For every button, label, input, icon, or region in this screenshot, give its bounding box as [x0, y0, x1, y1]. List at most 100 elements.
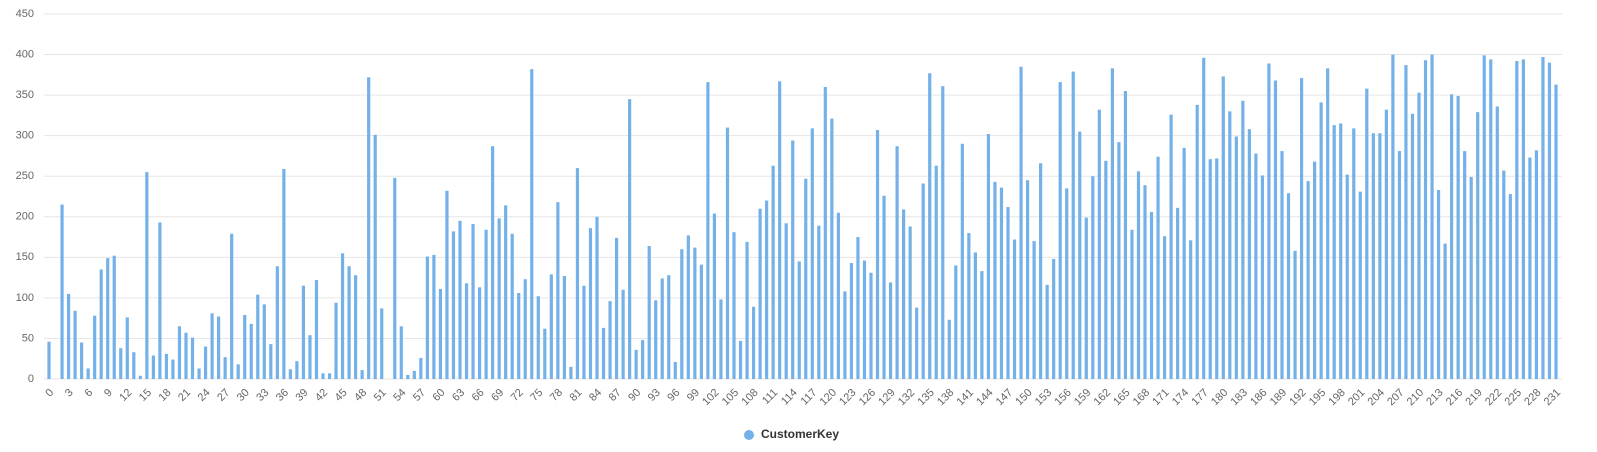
- x-tick-label: 225: [1503, 387, 1524, 408]
- bar: [425, 256, 429, 379]
- bar: [1176, 207, 1180, 379]
- bar: [1450, 94, 1454, 380]
- x-tick-label: 12: [117, 387, 134, 404]
- x-tick-label: 129: [876, 387, 897, 408]
- bar: [758, 208, 762, 379]
- bar: [243, 314, 247, 379]
- bar: [530, 69, 534, 380]
- bar: [367, 77, 371, 380]
- x-tick-label: 57: [411, 387, 428, 404]
- x-tick-label: 231: [1542, 387, 1563, 408]
- bar: [915, 307, 919, 379]
- bar: [706, 82, 710, 379]
- bar: [712, 213, 717, 379]
- x-tick-label: 144: [974, 387, 995, 408]
- bar: [999, 187, 1004, 379]
- bar: [269, 344, 273, 379]
- bar: [288, 369, 292, 379]
- x-tick-label: 51: [372, 387, 389, 404]
- bar: [412, 370, 416, 379]
- x-tick-label: 99: [685, 387, 702, 404]
- x-tick-label: 195: [1307, 387, 1328, 408]
- bar: [817, 225, 821, 379]
- bar: [641, 340, 645, 379]
- bar: [1313, 161, 1317, 379]
- bar: [334, 302, 338, 379]
- bar: [928, 73, 932, 379]
- bar: [1489, 59, 1493, 380]
- bar: [497, 218, 501, 379]
- bar: [301, 285, 306, 379]
- bar: [954, 265, 958, 379]
- bar: [399, 326, 403, 379]
- y-tick-label: 150: [16, 251, 34, 263]
- bar: [491, 146, 495, 379]
- bar: [314, 280, 319, 379]
- bar: [1404, 65, 1408, 379]
- bar: [921, 183, 925, 379]
- x-tick-label: 189: [1268, 387, 1289, 408]
- bar: [1371, 133, 1375, 379]
- x-tick-label: 3: [63, 387, 76, 400]
- y-tick-label: 50: [22, 332, 34, 344]
- y-tick-label: 100: [16, 292, 34, 304]
- bar: [543, 328, 547, 379]
- bar: [1221, 76, 1225, 379]
- bar: [1247, 129, 1251, 379]
- x-tick-label: 201: [1346, 387, 1367, 408]
- x-tick-label: 42: [313, 387, 330, 404]
- y-tick-label: 450: [16, 8, 34, 20]
- bar: [595, 216, 599, 379]
- bar: [158, 222, 162, 379]
- bar: [262, 304, 266, 379]
- x-tick-label: 69: [489, 387, 506, 404]
- bar: [360, 370, 364, 379]
- bar: [778, 81, 782, 380]
- x-tick-label: 150: [1013, 387, 1034, 408]
- bar: [1508, 194, 1512, 379]
- x-tick-label: 192: [1287, 387, 1308, 408]
- bar: [93, 315, 97, 379]
- bar: [295, 361, 299, 379]
- bar: [1293, 250, 1297, 379]
- bar: [1547, 62, 1552, 380]
- bar: [1254, 153, 1258, 379]
- bar: [1215, 158, 1219, 379]
- x-tick-label: 135: [915, 387, 936, 408]
- bar: [1554, 84, 1558, 380]
- x-tick-label: 156: [1052, 387, 1073, 408]
- bar: [614, 237, 619, 379]
- bar: [601, 327, 606, 379]
- x-tick-label: 6: [83, 387, 96, 400]
- bar: [680, 249, 684, 379]
- bar: [517, 293, 521, 379]
- bar: [1521, 59, 1525, 380]
- bar: [99, 269, 103, 379]
- bar: [804, 178, 808, 379]
- bar: [895, 146, 899, 379]
- bar: [66, 293, 71, 379]
- bar: [1149, 211, 1154, 379]
- x-tick-label: 45: [333, 387, 350, 404]
- bar: [275, 266, 279, 379]
- x-tick-label: 54: [391, 387, 408, 404]
- bar: [249, 323, 253, 379]
- bar: [575, 168, 580, 379]
- bar: [223, 357, 227, 379]
- bar: [836, 212, 840, 379]
- bar: [347, 266, 351, 379]
- x-tick-label: 81: [567, 387, 584, 404]
- bar: [1065, 188, 1069, 379]
- bar: [1006, 207, 1010, 379]
- x-tick-label: 9: [102, 387, 115, 400]
- x-tick-label: 108: [739, 387, 760, 408]
- bar: [406, 374, 410, 379]
- bar: [177, 326, 182, 379]
- x-tick-label: 72: [509, 387, 526, 404]
- bar: [1456, 95, 1460, 379]
- bar: [1463, 151, 1467, 379]
- x-tick-label: 93: [646, 387, 663, 404]
- bar: [862, 260, 867, 379]
- x-tick-label: 123: [837, 387, 858, 408]
- bar: [1476, 112, 1480, 380]
